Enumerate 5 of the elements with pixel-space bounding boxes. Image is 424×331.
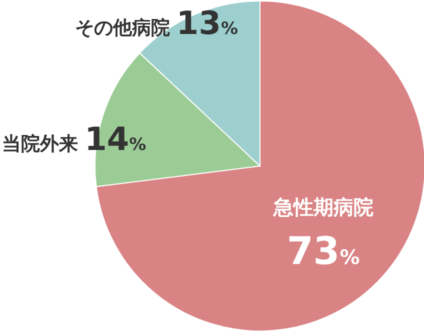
data-label: 13% bbox=[176, 4, 238, 42]
slice-label: その他病院 bbox=[74, 17, 176, 39]
slice-label: 当院外来 bbox=[2, 133, 85, 156]
data-label: 73% bbox=[286, 229, 360, 274]
slice-label: 急性期病院 bbox=[272, 195, 374, 220]
